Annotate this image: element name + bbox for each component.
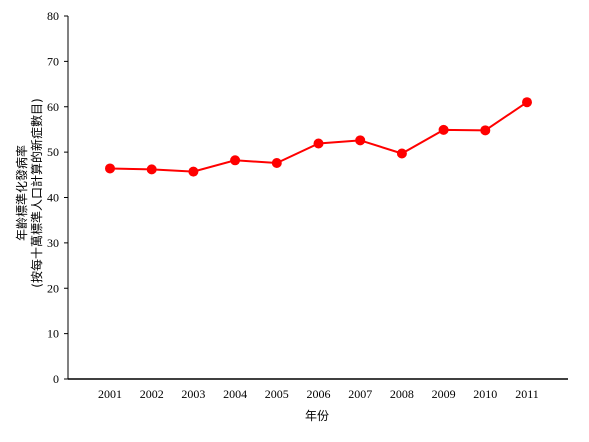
y-tick-label: 0	[53, 372, 59, 386]
y-axis-title: 年齡標準化發病率 (按每十萬標準人口計算的新症數目)	[14, 98, 44, 287]
y-ticks: 0 10 20 30 40 50 60 70 80	[47, 9, 68, 386]
data-point	[522, 97, 532, 108]
series-line	[109, 101, 528, 173]
y-tick-label: 10	[47, 327, 59, 341]
x-tick-label: 2002	[140, 387, 164, 401]
x-tick-label: 2006	[307, 387, 331, 401]
x-axis-title: 年份	[305, 409, 329, 423]
data-point	[146, 164, 157, 175]
x-tick-label: 2008	[390, 387, 414, 401]
x-tick-label: 2007	[348, 387, 372, 401]
x-ticks: 2001 2002 2003 2004 2005 2006 2007 2008 2009 2010…	[98, 387, 539, 401]
data-point	[188, 166, 199, 177]
x-tick-label: 2004	[223, 387, 247, 401]
x-tick-label: 2003	[181, 387, 205, 401]
x-tick-label: 2001	[98, 387, 122, 401]
data-point	[313, 138, 324, 149]
data-point	[396, 148, 407, 159]
y-tick-label: 50	[47, 145, 59, 159]
series-layer	[105, 97, 532, 177]
y-tick-label: 40	[47, 191, 59, 205]
x-tick-label: 2005	[265, 387, 289, 401]
y-tick-label: 80	[47, 9, 59, 23]
data-point	[105, 163, 115, 174]
x-tick-label: 2009	[432, 387, 456, 401]
y-tick-label: 20	[47, 281, 59, 295]
data-point	[438, 124, 449, 135]
y-axis-title-line-2: (按每十萬標準人口計算的新症數目)	[29, 98, 44, 287]
data-point	[480, 125, 491, 136]
y-tick-label: 70	[47, 54, 59, 68]
x-tick-label: 2011	[515, 387, 539, 401]
y-axis-title-line-1: 年齡標準化發病率	[14, 145, 29, 241]
y-tick-label: 60	[47, 100, 59, 114]
data-point	[355, 135, 366, 146]
data-point	[271, 158, 282, 169]
data-point	[230, 155, 241, 166]
axes	[67, 16, 568, 380]
y-tick-label: 30	[47, 236, 59, 250]
x-tick-label: 2010	[473, 387, 497, 401]
